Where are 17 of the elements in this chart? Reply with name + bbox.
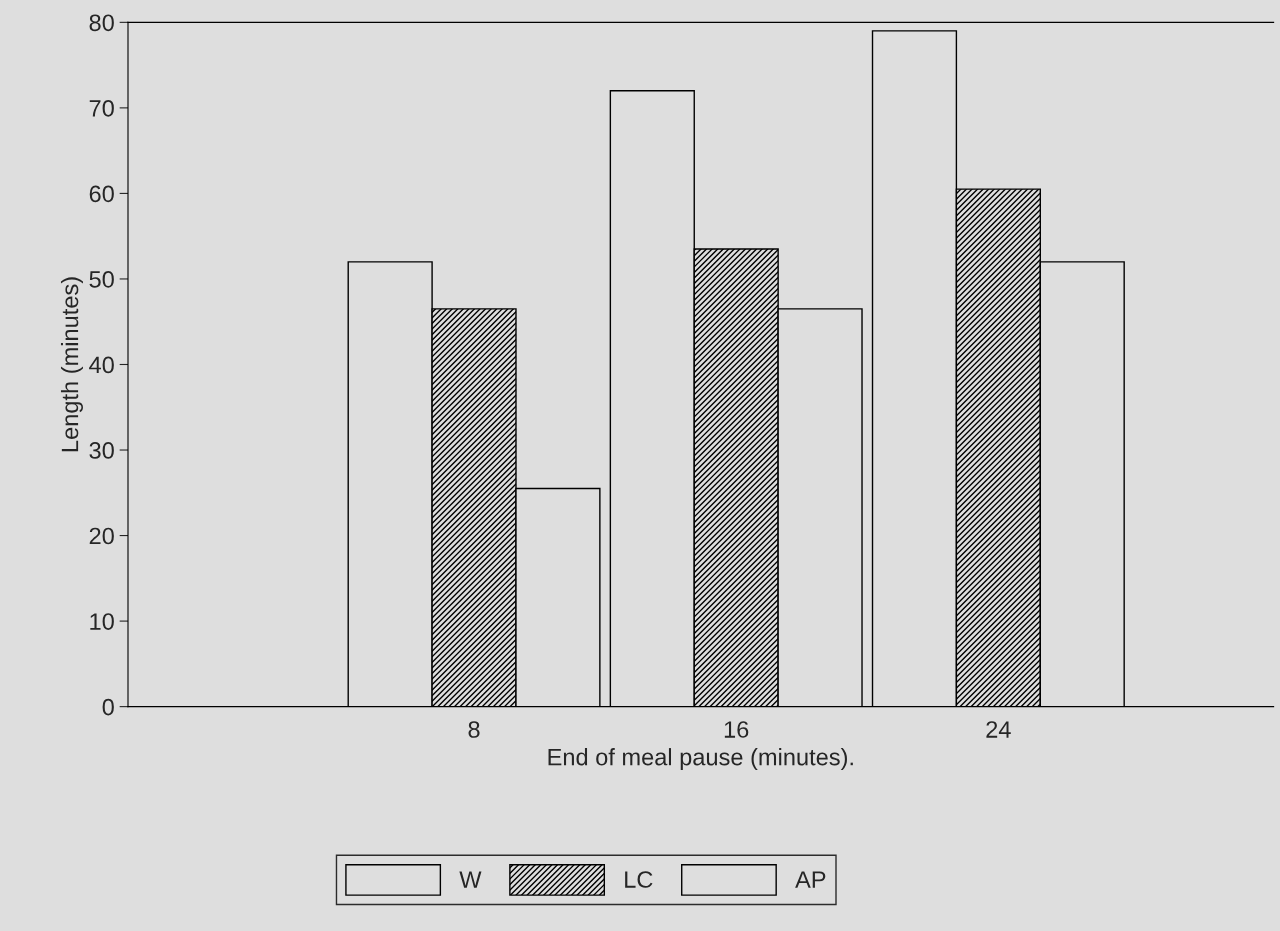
y-tick-label: 80: [89, 14, 114, 32]
y-tick-label: 50: [89, 271, 114, 288]
legend-label: LC: [625, 871, 653, 888]
x-axis-title: End of meal pause (minutes).: [548, 748, 853, 771]
x-tick-label: 16: [724, 721, 749, 738]
y-tick-label: 0: [102, 698, 114, 716]
y-tick-label: 20: [89, 527, 114, 545]
legend-label: AP: [795, 871, 826, 888]
y-tick-label: 60: [89, 185, 114, 203]
x-tick-label: 8: [468, 721, 480, 738]
y-tick-label: 30: [89, 442, 114, 459]
y-tick-label: 40: [89, 356, 114, 374]
legend-label: W: [459, 871, 482, 888]
x-tick-label: 24: [986, 721, 1011, 738]
y-tick-label: 70: [89, 99, 114, 117]
y-axis-title: Length (minutes): [60, 277, 83, 452]
y-tick-label: 10: [90, 613, 114, 630]
